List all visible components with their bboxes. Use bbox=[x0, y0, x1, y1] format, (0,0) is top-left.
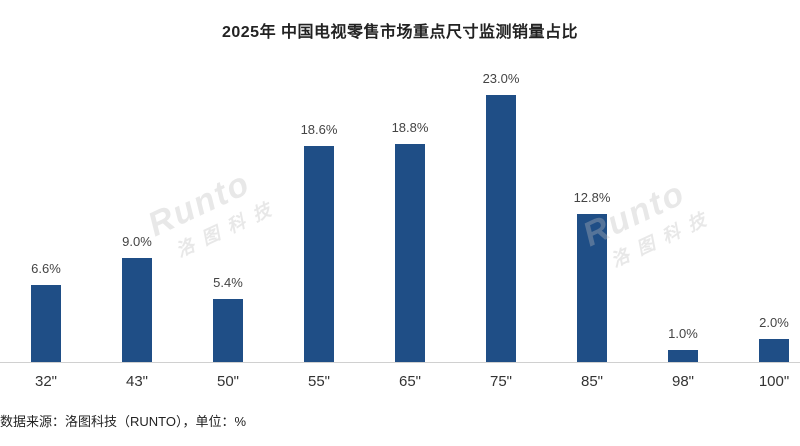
x-axis-tick-label: 32" bbox=[34, 373, 57, 390]
bar bbox=[122, 257, 152, 362]
x-axis-tick-label: 65" bbox=[398, 373, 421, 390]
bar-value-label: 5.4% bbox=[213, 275, 243, 291]
x-axis-tick-label: 75" bbox=[489, 373, 512, 390]
data-source-note: 数据来源：洛图科技（RUNTO），单位：% bbox=[0, 414, 247, 429]
x-axis-tick-label: 85" bbox=[580, 373, 603, 390]
bar bbox=[668, 350, 698, 362]
bar bbox=[577, 213, 607, 362]
bar-value-label: 2.0% bbox=[759, 314, 789, 330]
x-axis-tick-label: 55" bbox=[307, 373, 330, 390]
bar-value-label: 1.0% bbox=[668, 326, 698, 342]
bar bbox=[213, 299, 243, 362]
chart-title: 2025年 中国电视零售市场重点尺寸监测销量占比 bbox=[221, 24, 579, 41]
bar bbox=[304, 146, 334, 362]
x-axis-tick-label: 43" bbox=[125, 373, 148, 390]
bar-value-label: 23.0% bbox=[482, 71, 520, 87]
bar-value-label: 6.6% bbox=[31, 261, 61, 277]
bar bbox=[759, 338, 789, 362]
bar-value-label: 12.8% bbox=[573, 189, 611, 205]
x-axis-line bbox=[0, 362, 800, 363]
x-axis-tick-label: 100" bbox=[758, 373, 790, 390]
x-axis-tick-label: 50" bbox=[216, 373, 239, 390]
bar-value-label: 18.6% bbox=[300, 122, 338, 138]
bar-value-label: 9.0% bbox=[122, 233, 152, 249]
x-axis-tick-label: 98" bbox=[671, 373, 694, 390]
bar-value-label: 18.8% bbox=[391, 119, 429, 135]
bar bbox=[486, 95, 516, 362]
bar bbox=[395, 143, 425, 362]
bar bbox=[31, 285, 61, 362]
